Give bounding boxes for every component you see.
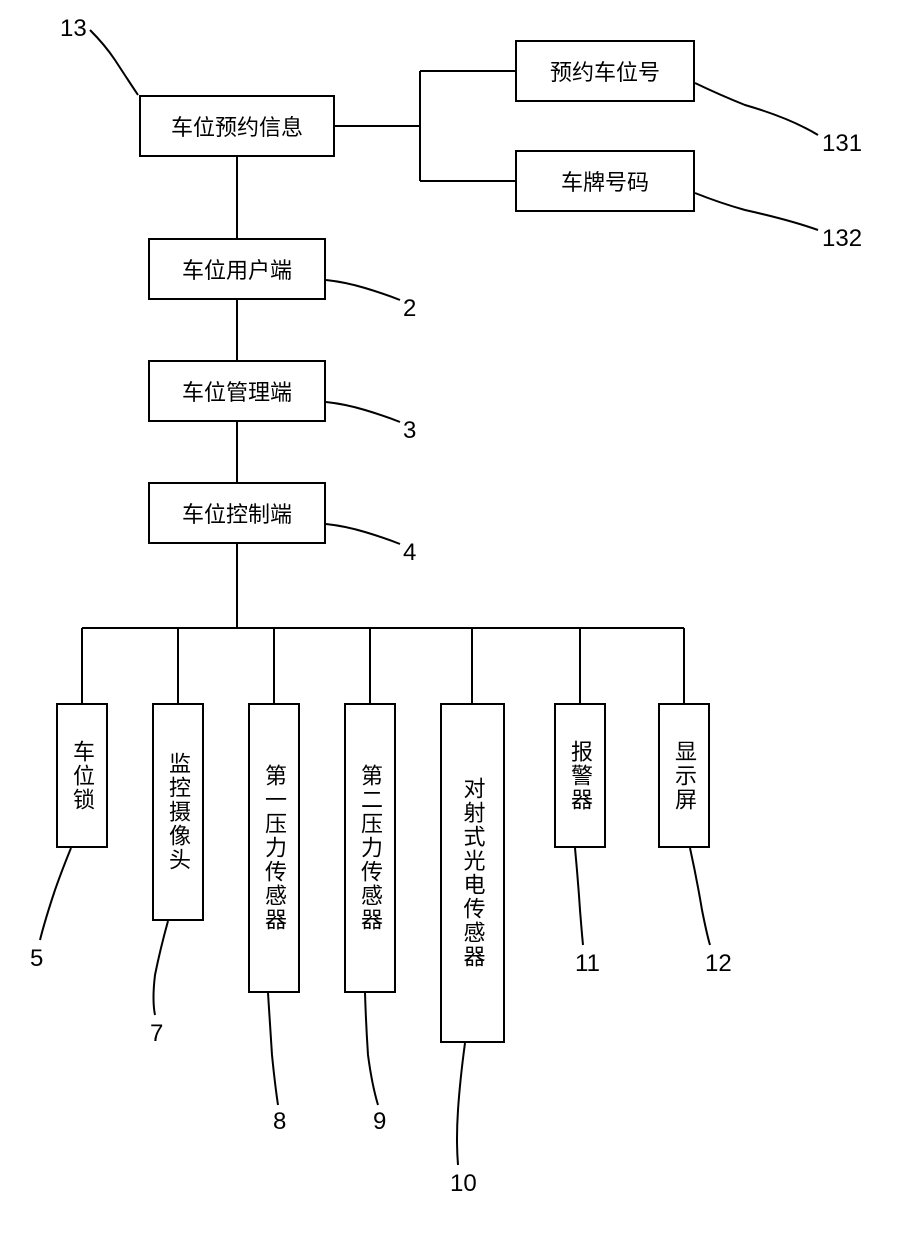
- node-license-plate: 车牌号码: [515, 150, 695, 212]
- connector-svg: [0, 0, 911, 1250]
- node-label: 车位锁: [66, 740, 98, 812]
- label-7: 7: [150, 1020, 163, 1048]
- label-13: 13: [60, 15, 87, 43]
- node-alarm: 报警器: [554, 703, 606, 848]
- node-photoelectric-sensor: 对射式光电传感器: [440, 703, 505, 1043]
- label-5: 5: [30, 945, 43, 973]
- node-management: 车位管理端: [148, 360, 326, 422]
- node-label: 车牌号码: [561, 165, 649, 197]
- node-label: 第二压力传感器: [354, 764, 386, 932]
- node-label: 预约车位号: [550, 55, 660, 87]
- label-4: 4: [403, 539, 416, 567]
- node-display: 显示屏: [658, 703, 710, 848]
- label-132: 132: [822, 225, 862, 253]
- label-8: 8: [273, 1108, 286, 1136]
- node-label: 车位管理端: [182, 375, 292, 407]
- node-parking-reservation-info: 车位预约信息: [139, 95, 335, 157]
- label-11: 11: [575, 950, 600, 978]
- label-3: 3: [403, 417, 416, 445]
- node-controller: 车位控制端: [148, 482, 326, 544]
- node-label: 报警器: [564, 740, 596, 812]
- label-12: 12: [705, 950, 732, 978]
- node-label: 第一压力传感器: [258, 764, 290, 932]
- node-label: 监控摄像头: [162, 752, 194, 872]
- node-label: 车位用户端: [182, 253, 292, 285]
- node-reserved-slot-number: 预约车位号: [515, 40, 695, 102]
- label-10: 10: [450, 1170, 477, 1198]
- node-label: 对射式光电传感器: [457, 777, 489, 969]
- node-label: 车位控制端: [182, 497, 292, 529]
- node-user-client: 车位用户端: [148, 238, 326, 300]
- node-pressure-sensor-2: 第二压力传感器: [344, 703, 396, 993]
- node-pressure-sensor-1: 第一压力传感器: [248, 703, 300, 993]
- label-131: 131: [822, 130, 862, 158]
- label-9: 9: [373, 1108, 386, 1136]
- node-parking-lock: 车位锁: [56, 703, 108, 848]
- node-label: 车位预约信息: [171, 110, 303, 142]
- node-label: 显示屏: [668, 740, 700, 812]
- label-2: 2: [403, 295, 416, 323]
- node-surveillance-camera: 监控摄像头: [152, 703, 204, 921]
